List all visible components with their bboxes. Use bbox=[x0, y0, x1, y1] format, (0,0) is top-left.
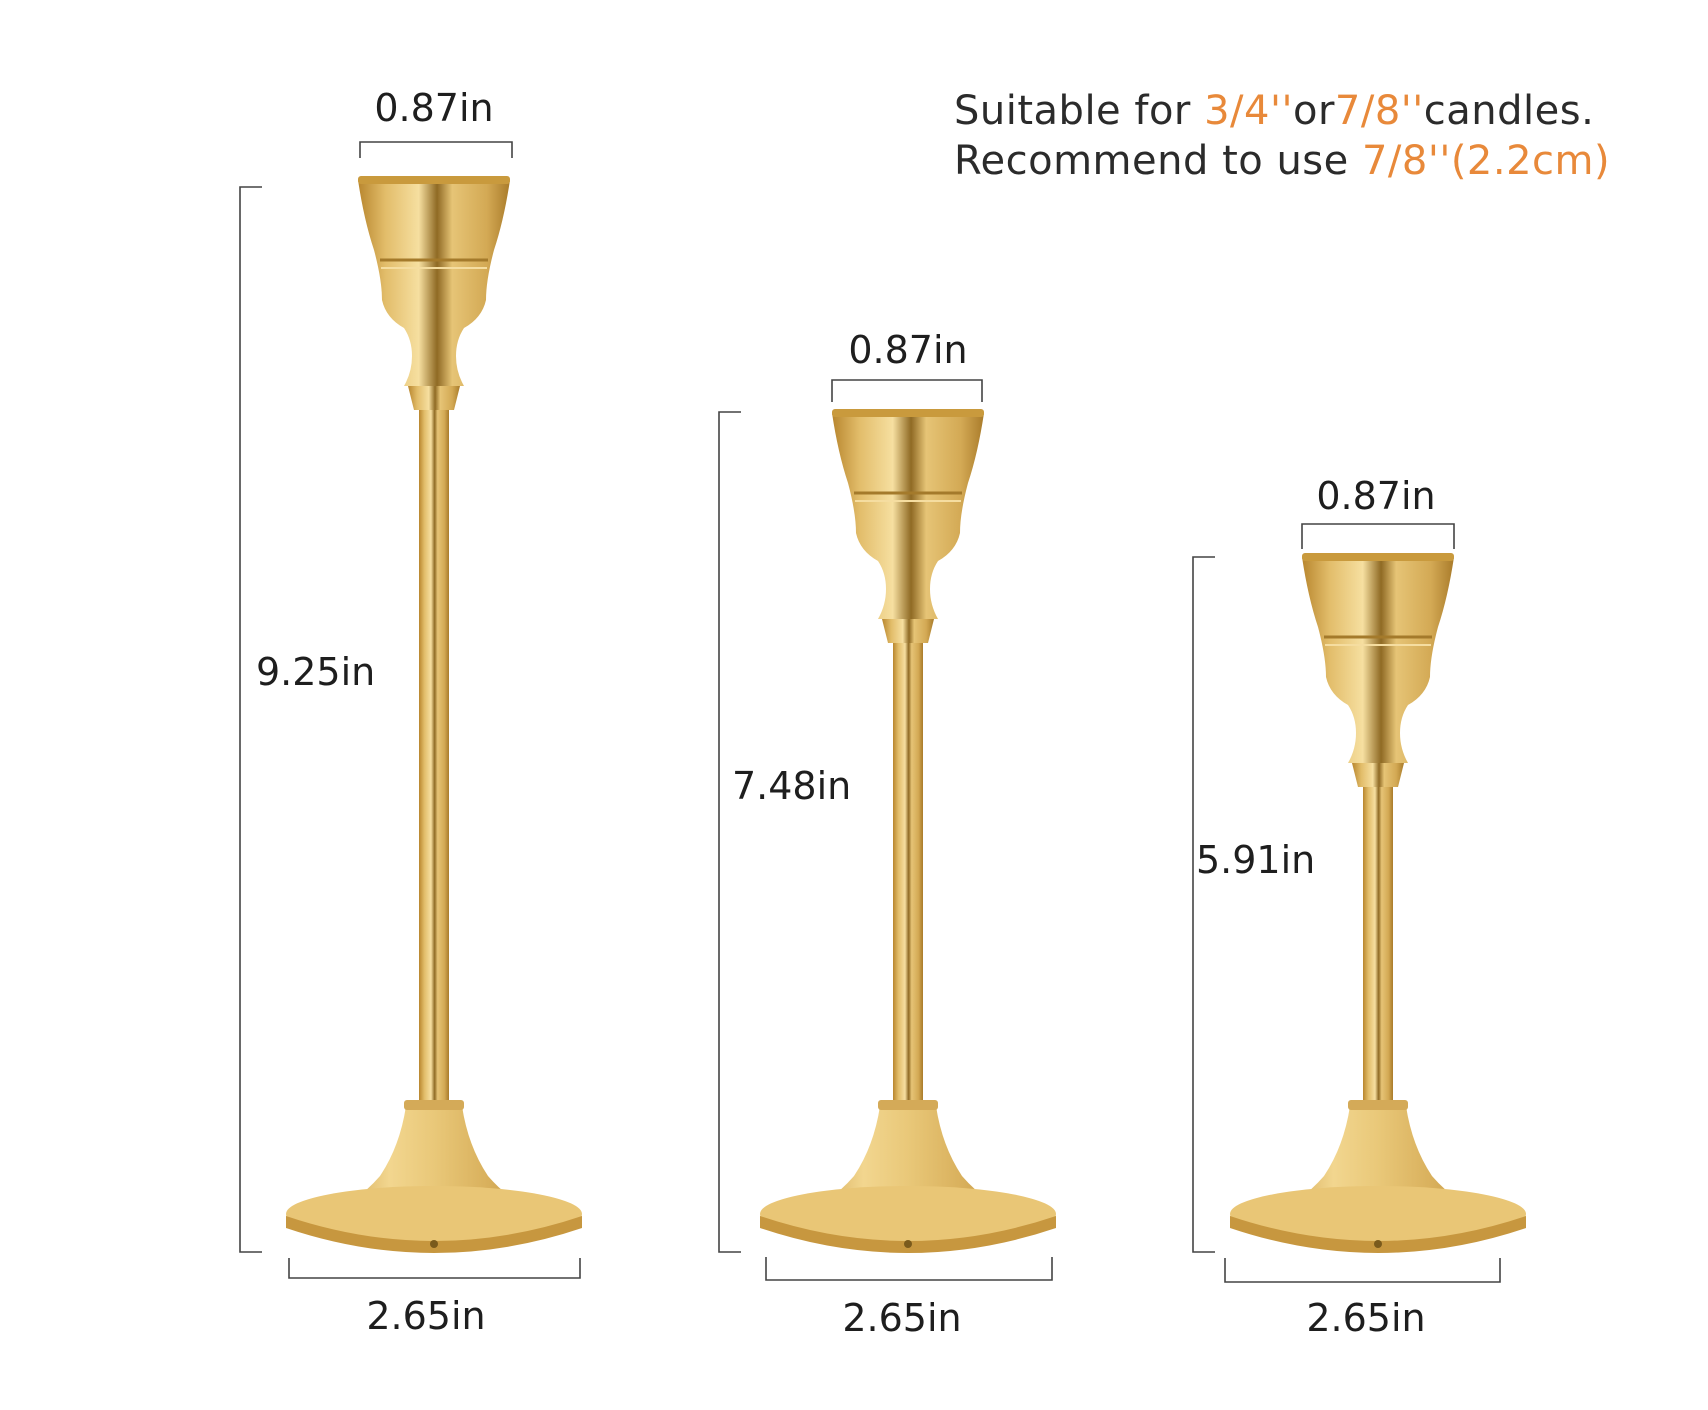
dimension-lines-medium bbox=[718, 379, 1053, 1281]
base-width-label-tall: 2.65in bbox=[366, 1294, 486, 1338]
note-line-1: Suitable for 3/4''or7/8''candles. bbox=[954, 86, 1610, 136]
candle-size-note: Suitable for 3/4''or7/8''candles. Recomm… bbox=[954, 86, 1610, 186]
height-label-short: 5.91in bbox=[1196, 838, 1316, 882]
note-highlight: 7/8''(2.2cm) bbox=[1361, 138, 1611, 184]
top-width-label-tall: 0.87in bbox=[374, 86, 494, 130]
top-width-label-medium: 0.87in bbox=[848, 328, 968, 372]
note-highlight: 3/4'' bbox=[1204, 88, 1293, 134]
note-text: Suitable for bbox=[954, 88, 1205, 134]
height-label-tall: 9.25in bbox=[256, 650, 376, 694]
note-highlight: 7/8'' bbox=[1334, 88, 1424, 134]
note-text: candles. bbox=[1423, 88, 1595, 134]
dimension-lines-short bbox=[1192, 523, 1501, 1283]
note-line-2: Recommend to use 7/8''(2.2cm) bbox=[954, 136, 1610, 186]
candle-holder-short bbox=[1230, 551, 1526, 1253]
base-width-label-medium: 2.65in bbox=[842, 1296, 962, 1340]
top-width-label-short: 0.87in bbox=[1316, 474, 1436, 518]
base-width-label-short: 2.65in bbox=[1306, 1296, 1426, 1340]
note-text: Recommend to use bbox=[954, 138, 1362, 184]
dimension-lines-tall bbox=[239, 141, 581, 1279]
candle-holder-tall bbox=[286, 174, 582, 1253]
height-label-medium: 7.48in bbox=[732, 764, 852, 808]
candle-holder-medium bbox=[760, 407, 1056, 1253]
note-text: or bbox=[1292, 88, 1335, 134]
